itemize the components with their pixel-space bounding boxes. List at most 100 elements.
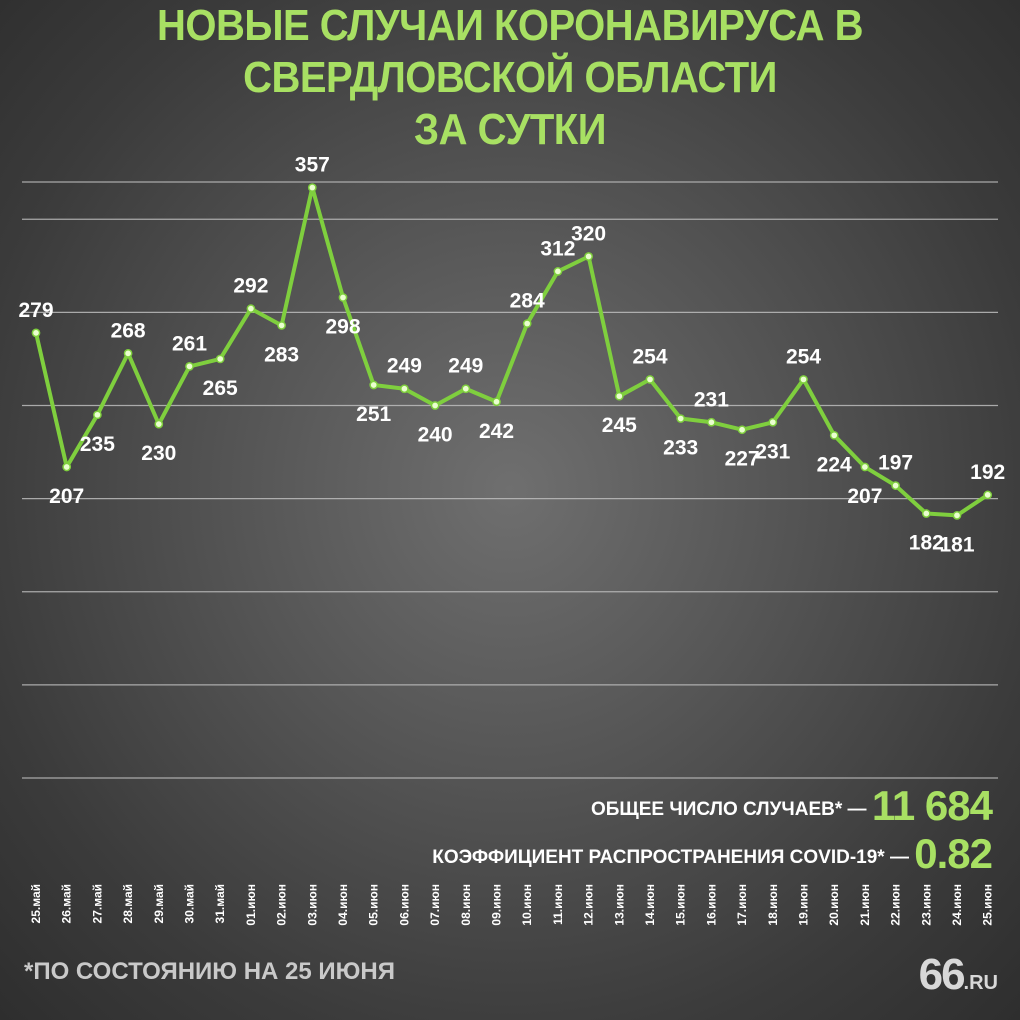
x-tick-label: 22.июн xyxy=(889,884,903,926)
data-label: 197 xyxy=(878,452,913,475)
x-tick-label: 01.июн xyxy=(244,884,258,926)
x-tick-label: 15.июн xyxy=(674,884,688,926)
data-label: 261 xyxy=(172,332,207,355)
data-point xyxy=(185,362,194,371)
data-label: 249 xyxy=(448,355,483,378)
x-tick-label: 17.июн xyxy=(735,884,749,926)
data-label: 251 xyxy=(356,403,391,426)
x-tick-label: 26.май xyxy=(60,884,74,923)
x-tick-label: 07.июн xyxy=(428,884,442,926)
x-tick-label: 30.май xyxy=(183,884,197,923)
data-point xyxy=(645,375,655,384)
x-tick-label: 20.июн xyxy=(827,884,841,926)
series-line xyxy=(34,185,989,518)
x-tick-label: 16.июн xyxy=(704,884,718,926)
logo-suffix: .RU xyxy=(963,972,998,994)
data-label: 312 xyxy=(540,237,575,260)
data-label: 249 xyxy=(387,355,422,378)
data-point xyxy=(799,375,808,384)
data-label: 235 xyxy=(80,433,115,456)
data-label: 242 xyxy=(479,420,514,443)
data-label: 227 xyxy=(725,448,760,471)
data-point xyxy=(553,267,563,276)
data-label: 182 xyxy=(909,532,944,555)
data-label: 233 xyxy=(663,437,698,460)
data-point xyxy=(338,293,348,302)
data-point xyxy=(400,384,409,394)
title-line-2: ЗА СУТКИ xyxy=(414,106,606,154)
x-tick-label: 21.июн xyxy=(858,884,872,926)
x-tick-label: 06.июн xyxy=(397,884,411,926)
spread-coefficient-stat: КОЭФФИЦИЕНТ РАСПРОСТРАНЕНИЯ COVID-19* — … xyxy=(292,830,993,878)
data-point xyxy=(246,304,256,313)
data-label: 268 xyxy=(111,319,146,342)
x-tick-label: 18.июн xyxy=(766,884,780,926)
data-point xyxy=(768,417,778,427)
logo-number: 66 xyxy=(918,950,966,999)
x-tick-label: 09.июн xyxy=(490,884,504,926)
data-point xyxy=(93,410,102,420)
spread-coefficient-value: 0.82 xyxy=(914,830,993,877)
data-point xyxy=(461,384,471,394)
data-point xyxy=(307,183,317,192)
data-label: 298 xyxy=(325,315,360,338)
data-point xyxy=(891,481,900,490)
x-tick-label: 31.май xyxy=(213,884,227,923)
data-label: 245 xyxy=(602,414,637,437)
data-point xyxy=(584,252,593,261)
data-label: 207 xyxy=(49,485,84,508)
data-label: 283 xyxy=(264,343,299,366)
x-tick-label: 08.июн xyxy=(459,884,473,926)
x-tick-label: 04.июн xyxy=(336,884,350,926)
data-point xyxy=(829,430,839,440)
x-tick-label: 11.июн xyxy=(551,884,565,925)
title-line-1: НОВЫЕ СЛУЧАИ КОРОНАВИРУСА В СВЕРДЛОВСКОЙ… xyxy=(156,2,864,102)
x-tick-label: 14.июн xyxy=(643,884,657,926)
x-tick-label: 27.май xyxy=(90,884,104,923)
x-tick-label: 05.июн xyxy=(367,884,381,926)
x-tick-label: 24.июн xyxy=(950,884,964,926)
data-label: 231 xyxy=(755,440,790,463)
footnote: *ПО СОСТОЯНИЮ НА 25 ИЮНЯ xyxy=(24,958,396,985)
data-point xyxy=(31,328,41,338)
x-tick-label: 02.июн xyxy=(275,884,289,926)
data-point xyxy=(707,417,716,427)
data-point xyxy=(952,511,962,520)
data-label: 292 xyxy=(233,275,268,298)
data-point xyxy=(215,354,225,364)
data-label: 207 xyxy=(847,485,882,508)
x-tick-label: 12.июн xyxy=(582,884,596,926)
data-point xyxy=(921,509,931,518)
data-label: 279 xyxy=(18,299,53,322)
data-label: 254 xyxy=(786,345,821,368)
data-label: 230 xyxy=(141,442,176,465)
x-tick-label: 25.июн xyxy=(981,884,995,926)
data-label: 240 xyxy=(418,424,453,447)
data-label: 254 xyxy=(632,345,667,368)
data-point xyxy=(154,419,164,429)
data-label: 181 xyxy=(939,533,974,556)
data-point xyxy=(492,397,501,407)
data-point xyxy=(123,349,133,358)
chart-title: НОВЫЕ СЛУЧАИ КОРОНАВИРУСА В СВЕРДЛОВСКОЙ… xyxy=(0,0,1020,156)
data-point xyxy=(369,380,379,390)
data-point xyxy=(277,321,286,330)
x-tick-label: 19.июн xyxy=(797,884,811,926)
x-tick-label: 13.июн xyxy=(612,884,626,926)
total-cases-label: ОБЩЕЕ ЧИСЛО СЛУЧАЕВ* — xyxy=(590,799,867,820)
data-point xyxy=(860,462,870,472)
data-point xyxy=(614,391,624,401)
data-label: 192 xyxy=(970,461,1005,484)
data-label: 224 xyxy=(817,453,852,476)
x-tick-label: 28.май xyxy=(121,884,135,923)
data-label: 284 xyxy=(510,290,545,313)
x-tick-label: 25.май xyxy=(29,884,43,923)
data-point xyxy=(737,425,747,435)
data-label: 357 xyxy=(295,154,330,177)
data-label: 320 xyxy=(571,223,606,246)
x-tick-label: 10.июн xyxy=(520,884,534,926)
data-point xyxy=(676,414,686,423)
data-point xyxy=(522,319,532,328)
total-cases-value: 11 684 xyxy=(871,782,993,829)
